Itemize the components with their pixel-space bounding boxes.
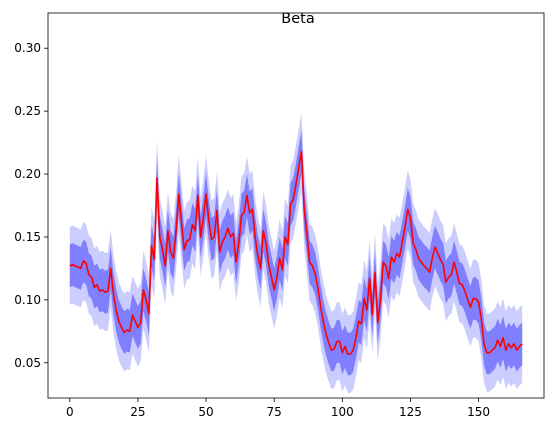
- outer-band: [69, 112, 523, 393]
- mean-line: [69, 150, 523, 355]
- x-tick-label: 25: [130, 405, 145, 419]
- x-axis: 0 25 50 75 100 125 150: [66, 398, 490, 419]
- mean-line-layer: [69, 150, 523, 355]
- y-tick-label: 0.05: [14, 356, 41, 370]
- x-tick-label: 100: [331, 405, 354, 419]
- y-tick-label: 0.30: [14, 41, 41, 55]
- y-tick-label: 0.20: [14, 167, 41, 181]
- y-axis: 0.05 0.10 0.15 0.20 0.25 0.30: [14, 41, 48, 370]
- plot-frame: [47, 12, 545, 399]
- inner-band: [69, 130, 523, 376]
- x-tick-label: 125: [399, 405, 422, 419]
- y-tick-label: 0.15: [14, 230, 41, 244]
- chart-title: Beta: [281, 11, 314, 27]
- x-tick-label: 50: [198, 405, 213, 419]
- y-tick-label: 0.25: [14, 104, 41, 118]
- confidence-bands: [69, 112, 523, 393]
- x-tick-label: 75: [267, 405, 282, 419]
- x-tick-label: 0: [66, 405, 74, 419]
- y-tick-label: 0.10: [14, 293, 41, 307]
- x-tick-label: 150: [467, 405, 490, 419]
